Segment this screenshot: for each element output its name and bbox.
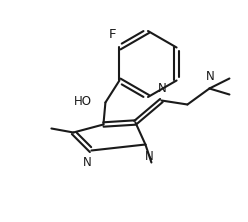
Text: N: N — [83, 155, 92, 168]
Text: N: N — [145, 149, 154, 163]
Text: HO: HO — [73, 95, 92, 108]
Text: N: N — [158, 83, 167, 95]
Text: F: F — [109, 28, 116, 42]
Text: N: N — [206, 71, 215, 83]
